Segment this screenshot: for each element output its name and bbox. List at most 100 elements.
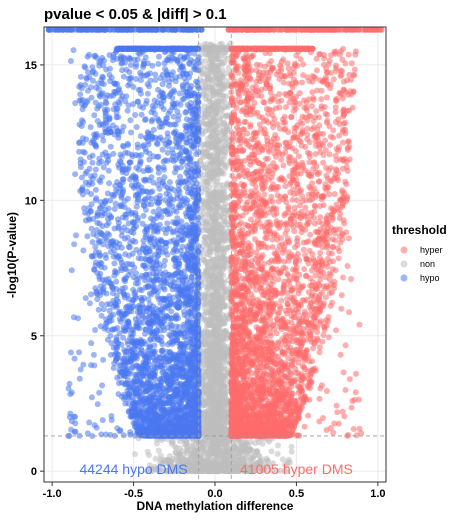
non-point bbox=[204, 220, 211, 227]
hypo-point bbox=[132, 316, 139, 323]
non-point bbox=[201, 114, 208, 121]
non-point bbox=[183, 439, 190, 446]
non-point bbox=[218, 270, 224, 277]
hypo-point bbox=[116, 85, 123, 92]
non-point bbox=[204, 322, 210, 329]
non-point bbox=[288, 443, 295, 450]
hypo-point bbox=[154, 141, 161, 148]
non-point bbox=[184, 446, 191, 453]
hypo-point bbox=[100, 285, 107, 291]
hypo-point bbox=[73, 232, 79, 239]
hypo-point bbox=[72, 100, 79, 107]
non-point bbox=[218, 106, 225, 113]
non-point bbox=[224, 103, 231, 110]
hypo-point bbox=[101, 264, 108, 271]
hypo-point bbox=[135, 166, 142, 173]
non-point bbox=[214, 246, 221, 253]
non-point bbox=[199, 468, 205, 474]
non-point bbox=[201, 444, 208, 451]
hypo-point bbox=[91, 112, 98, 119]
non-point bbox=[201, 107, 208, 114]
hypo-point bbox=[99, 121, 106, 128]
hypo-point bbox=[68, 349, 74, 356]
non-point bbox=[202, 239, 209, 246]
non-point bbox=[205, 103, 212, 110]
non-point bbox=[207, 204, 214, 211]
hypo-point bbox=[142, 54, 149, 61]
hypo-point bbox=[168, 308, 175, 315]
non-point bbox=[215, 338, 222, 345]
hypo-point bbox=[117, 318, 124, 325]
non-point bbox=[210, 386, 216, 393]
non-point bbox=[204, 90, 211, 97]
non-point bbox=[288, 448, 295, 455]
hypo-point bbox=[72, 171, 79, 178]
hypo-point bbox=[77, 164, 84, 171]
non-point bbox=[213, 394, 220, 401]
non-point bbox=[270, 460, 276, 467]
hypo-point bbox=[86, 216, 93, 223]
hypo-point bbox=[88, 340, 95, 347]
non-point bbox=[208, 354, 215, 361]
hypo-point bbox=[92, 99, 99, 106]
hypo-point bbox=[88, 225, 95, 232]
non-point bbox=[210, 90, 217, 96]
non-point bbox=[220, 389, 227, 396]
non-point bbox=[235, 446, 242, 453]
hypo-point bbox=[161, 286, 168, 293]
non-point bbox=[225, 454, 232, 461]
non-point bbox=[216, 233, 223, 240]
non-point bbox=[221, 383, 228, 390]
non-point bbox=[207, 415, 214, 421]
hypo-point bbox=[99, 417, 106, 424]
non-point bbox=[205, 167, 212, 174]
hypo-point bbox=[165, 110, 172, 117]
hypo-point bbox=[111, 80, 118, 87]
non-point bbox=[207, 394, 214, 401]
hypo-point bbox=[92, 70, 99, 77]
non-point bbox=[220, 263, 227, 269]
non-point bbox=[205, 277, 212, 284]
hypo-point bbox=[82, 295, 89, 302]
hypo-point bbox=[137, 133, 144, 140]
non-point bbox=[214, 45, 221, 52]
hypo-point bbox=[95, 306, 102, 313]
non-point bbox=[223, 218, 230, 225]
non-point bbox=[219, 121, 226, 127]
non-point bbox=[205, 190, 212, 197]
non-point bbox=[206, 348, 213, 354]
non-point bbox=[217, 115, 224, 122]
hypo-point bbox=[96, 220, 103, 227]
non-point bbox=[167, 453, 173, 459]
non-point bbox=[205, 70, 211, 77]
hypo-point bbox=[67, 391, 74, 398]
hypo-point bbox=[191, 161, 198, 168]
hypo-point bbox=[106, 52, 113, 59]
hypo-point bbox=[176, 144, 183, 151]
non-point bbox=[214, 52, 220, 58]
non-point bbox=[176, 445, 183, 452]
non-point bbox=[274, 450, 281, 457]
non-point bbox=[213, 332, 220, 339]
hypo-point bbox=[92, 327, 99, 333]
non-point bbox=[203, 284, 210, 291]
non-point bbox=[194, 459, 201, 466]
non-point bbox=[212, 181, 219, 188]
non-point bbox=[218, 447, 225, 454]
non-point bbox=[205, 84, 212, 91]
non-point bbox=[212, 69, 219, 76]
non-point bbox=[213, 255, 220, 261]
non-point bbox=[203, 268, 210, 274]
hypo-point bbox=[166, 82, 172, 89]
hypo-point bbox=[88, 201, 95, 208]
non-point bbox=[202, 234, 209, 241]
hypo-point bbox=[91, 53, 98, 60]
hypo-point bbox=[71, 355, 78, 362]
non-point bbox=[210, 364, 217, 371]
hypo-point bbox=[169, 69, 176, 76]
hypo-point bbox=[88, 394, 95, 401]
hypo-point bbox=[86, 154, 93, 161]
non-point bbox=[225, 65, 232, 72]
non-point bbox=[213, 312, 220, 319]
